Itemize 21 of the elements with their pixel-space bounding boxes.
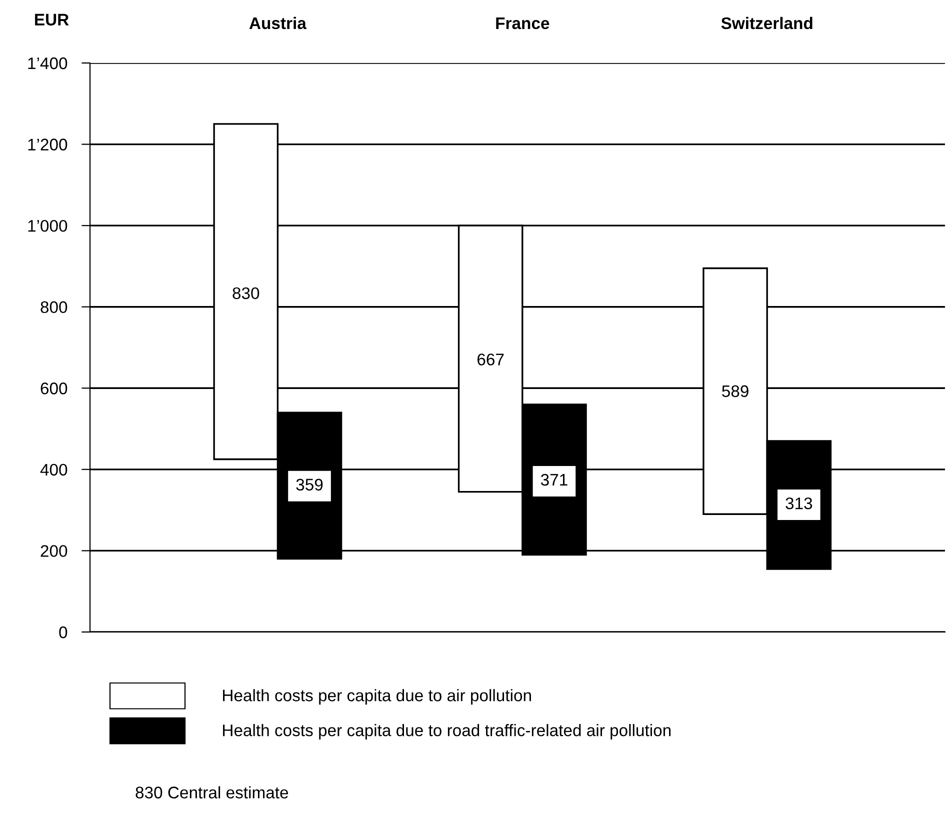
y-tick-label: 600: [40, 382, 68, 394]
y-tick-label: 400: [40, 464, 68, 476]
y-tick-label: 0: [59, 626, 68, 638]
legend-label: Health costs per capita due to air pollution: [223, 689, 531, 705]
y-tick-label: 1’200: [28, 138, 68, 150]
y-tick-label: 1’000: [28, 220, 68, 232]
annotation: 313: [786, 497, 812, 510]
legend-label: Health costs per capita due to road traffic-related air pollution: [223, 724, 671, 740]
annotation: 830: [232, 287, 260, 300]
text: 830 Central estimate: [136, 786, 288, 798]
annotation: 359: [296, 478, 323, 491]
y-tick-label: 1’400: [28, 57, 68, 70]
y-tick-label: 800: [40, 301, 68, 314]
x-tick-label: Austria: [249, 16, 307, 30]
x-tick-label: Switzerland: [721, 16, 812, 30]
x-tick-label: France: [496, 18, 550, 30]
annotation: 667: [478, 354, 504, 366]
y-tick-label: 200: [40, 545, 68, 557]
annotation: 371: [540, 474, 568, 486]
y-axis-title: EUR: [35, 14, 69, 26]
annotation: 589: [722, 385, 748, 398]
